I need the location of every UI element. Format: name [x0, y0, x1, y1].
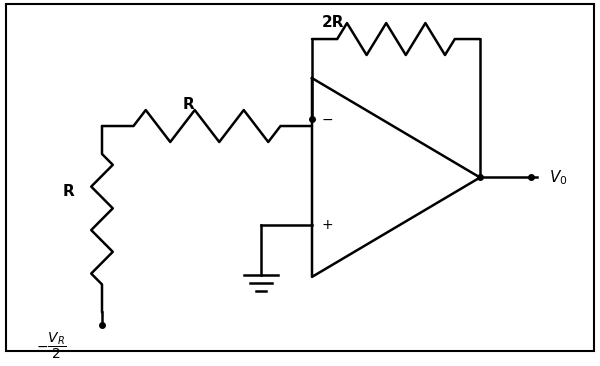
Text: $V_0$: $V_0$ [549, 168, 568, 187]
Text: $-$: $-$ [321, 112, 333, 126]
Text: $+$: $+$ [321, 219, 333, 232]
Text: $-\dfrac{V_R}{2}$: $-\dfrac{V_R}{2}$ [36, 330, 66, 361]
Text: 2R: 2R [322, 15, 344, 30]
Text: R: R [63, 184, 75, 199]
Text: R: R [183, 97, 195, 112]
